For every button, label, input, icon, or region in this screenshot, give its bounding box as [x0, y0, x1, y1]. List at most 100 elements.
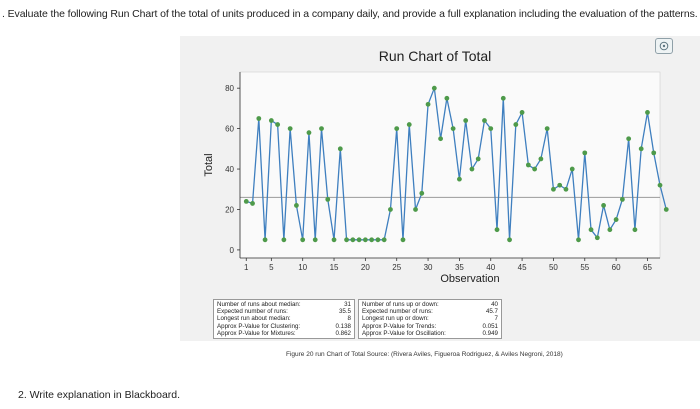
stats-label: Approx P-Value for Oscillation:	[362, 329, 446, 337]
data-point	[569, 166, 575, 172]
data-point	[413, 207, 418, 212]
data-point	[362, 237, 368, 243]
x-tick-label: 45	[518, 263, 527, 272]
data-point	[243, 198, 249, 204]
expand-icon-glyph	[659, 41, 669, 51]
x-tick-label: 1	[244, 263, 249, 272]
data-point	[300, 237, 306, 243]
stats-value: 8	[347, 315, 351, 323]
data-point	[344, 237, 349, 243]
data-point	[350, 237, 356, 243]
stats-row: Expected number of runs: 45.7	[362, 308, 498, 315]
x-tick-label: 40	[486, 263, 495, 272]
stats-row: Longest run about median: 8	[217, 315, 351, 322]
data-point	[588, 227, 594, 233]
data-point	[425, 101, 431, 107]
stats-row: Longest run up or down: 7	[362, 315, 498, 322]
stats-label: Expected number of runs:	[217, 308, 288, 316]
data-point	[500, 95, 506, 101]
stats-label: Number of runs up or down:	[362, 301, 439, 308]
data-point	[525, 162, 531, 168]
stats-row: Number of runs about median: 31	[217, 301, 351, 308]
data-point	[444, 95, 450, 101]
plot-area	[239, 71, 661, 259]
data-point	[532, 166, 538, 172]
y-tick-label: 80	[225, 84, 234, 93]
x-tick-label: 25	[392, 263, 401, 272]
stats-value: 0.862	[335, 329, 351, 337]
y-tick-label: 20	[225, 205, 234, 214]
stats-value: 31	[344, 301, 351, 308]
data-point	[507, 237, 512, 243]
expand-icon[interactable]	[655, 38, 673, 54]
data-point	[388, 207, 393, 212]
x-tick-label: 5	[269, 263, 274, 272]
data-point	[475, 156, 481, 162]
data-point	[607, 227, 613, 233]
y-tick-label: 0	[230, 246, 235, 255]
data-point	[638, 146, 644, 152]
data-point	[250, 201, 255, 206]
stats-row: Approx P-Value for Clustering: 0.138	[217, 323, 351, 330]
stats-value: 45.7	[485, 308, 498, 316]
data-point	[494, 227, 500, 233]
chart-title: Run Chart of Total	[378, 48, 492, 64]
data-point	[513, 122, 519, 127]
data-point	[325, 196, 331, 202]
data-point	[538, 156, 544, 162]
x-tick-label: 10	[298, 263, 307, 272]
stats-row: Approx P-Value for Trends: 0.051	[362, 323, 498, 330]
x-tick-label: 60	[612, 263, 621, 272]
data-point	[438, 136, 443, 142]
data-point	[381, 237, 387, 243]
stats-row: Number of runs up or down: 40	[362, 301, 498, 308]
data-point	[281, 237, 287, 243]
data-point	[406, 122, 412, 127]
y-tick-label: 60	[225, 125, 234, 134]
x-tick-label: 30	[424, 263, 433, 272]
data-point	[557, 182, 563, 188]
data-point	[657, 182, 663, 188]
stats-row: Approx P-Value for Mixtures: 0.862	[217, 330, 351, 337]
data-point	[544, 126, 550, 132]
stats-value: 0.949	[482, 329, 498, 337]
x-tick-label: 15	[330, 263, 339, 272]
data-point	[337, 146, 343, 152]
figure-caption: Figure 20 run Chart of Total Source: (Ri…	[286, 351, 563, 358]
data-point	[463, 118, 469, 123]
data-point	[256, 116, 262, 121]
data-point	[632, 227, 638, 233]
data-point	[419, 190, 425, 196]
x-axis-title: Observation	[440, 273, 499, 285]
stats-value: 40	[491, 301, 498, 308]
stats-value: 0.138	[335, 322, 351, 330]
data-point	[275, 122, 281, 127]
data-point	[645, 110, 650, 115]
data-point	[663, 207, 669, 212]
x-tick-label: 35	[455, 263, 464, 272]
stats-box-updown: Number of runs up or down: 40 Expected num…	[358, 299, 502, 340]
stats-label: Longest run about median:	[217, 315, 291, 323]
data-point	[431, 85, 437, 91]
question-text: . Evaluate the following Run Chart of th…	[2, 8, 698, 20]
x-tick-label: 55	[580, 263, 589, 272]
data-point	[488, 126, 494, 132]
data-point	[551, 186, 556, 192]
stats-value: 0.051	[482, 322, 498, 330]
data-point	[469, 166, 475, 172]
data-point	[594, 235, 600, 241]
x-tick-label: 50	[549, 263, 558, 272]
data-point	[519, 110, 525, 115]
stats-label: Number of runs about median:	[217, 301, 301, 308]
data-point	[306, 130, 312, 136]
data-point	[262, 237, 268, 243]
data-point	[287, 126, 293, 132]
data-point	[576, 237, 581, 243]
data-point	[601, 203, 606, 208]
stats-row: Expected number of runs: 35.5	[217, 308, 351, 315]
stats-label: Expected number of runs:	[362, 308, 433, 316]
data-point	[619, 196, 625, 202]
data-point	[450, 126, 456, 132]
data-point	[312, 237, 318, 243]
